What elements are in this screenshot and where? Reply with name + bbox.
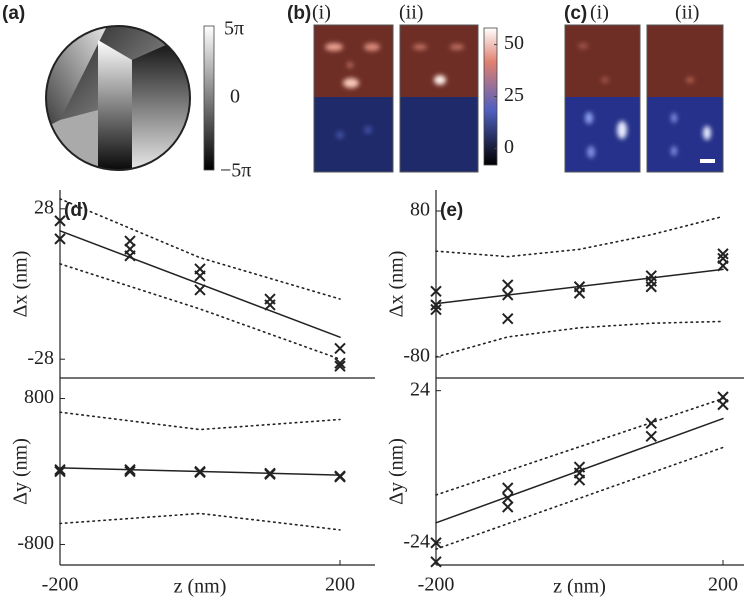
x-tick-label: 200	[708, 574, 738, 596]
panel-label: (c)	[564, 3, 587, 24]
y-axis-label: Δx (nm)	[386, 251, 408, 318]
panel-label: (a)	[2, 3, 25, 24]
cross-marker	[334, 471, 346, 483]
cross-marker	[645, 281, 657, 293]
x-tick-label: -200	[42, 574, 79, 596]
cross-marker	[502, 501, 514, 513]
colorbar-tick-label: 5π	[224, 18, 244, 40]
cross-marker	[334, 360, 346, 372]
cross-marker	[645, 430, 657, 443]
cross-marker	[573, 287, 586, 299]
x-axis-label: z (nm)	[553, 576, 606, 598]
y-tick-label: -80	[403, 345, 430, 367]
y-tick-label: 80	[410, 199, 430, 221]
sub-label: (i)	[590, 2, 609, 24]
camera-images	[313, 24, 724, 173]
cross-marker	[264, 468, 276, 480]
panel-label: (b)	[287, 3, 311, 24]
panel-label: (d)	[64, 200, 88, 221]
sub-label: (i)	[312, 2, 331, 24]
cross-marker	[645, 270, 657, 282]
cross-marker	[194, 284, 206, 296]
confidence-bound	[59, 263, 341, 360]
cross-marker	[334, 357, 346, 369]
cross-marker	[430, 537, 442, 549]
cross-marker	[264, 299, 276, 311]
cross-marker	[502, 482, 514, 494]
confidence-bound	[435, 397, 724, 496]
sub-label: (ii)	[399, 2, 423, 24]
cross-marker	[430, 285, 442, 298]
confidence-bound	[59, 411, 341, 431]
y-axis-label: Δx (nm)	[10, 251, 32, 318]
fit-line	[435, 417, 724, 524]
y-axis-label: Δy (nm)	[386, 438, 408, 505]
cross-marker	[54, 233, 66, 245]
cross-marker	[502, 312, 514, 325]
cross-marker	[573, 474, 586, 486]
x-tick-label: 200	[325, 574, 355, 596]
cross-marker	[54, 215, 66, 227]
panel-label: (e)	[440, 200, 463, 221]
cross-marker	[194, 270, 206, 282]
sub-label: (ii)	[675, 2, 699, 24]
cross-marker	[502, 279, 514, 291]
colorbar-tick-label: 50	[504, 32, 524, 54]
y-tick-label: -24	[403, 530, 430, 552]
cross-marker	[717, 398, 729, 411]
confidence-bound	[435, 320, 724, 358]
fit-line	[435, 268, 724, 305]
confidence-bound	[59, 512, 341, 531]
colorbar-tick-label: 0	[504, 136, 514, 158]
colorbar-tick-label: 25	[504, 84, 524, 106]
y-axis-label: Δy (nm)	[10, 438, 32, 505]
cross-marker	[334, 342, 346, 355]
cross-marker	[430, 303, 442, 316]
confidence-bound	[435, 215, 724, 258]
y-tick-label: -800	[17, 532, 54, 554]
fit-line	[59, 467, 341, 476]
fit-line	[59, 230, 341, 338]
x-tick-label: -200	[418, 574, 455, 596]
cross-marker	[124, 465, 136, 478]
phase-mask	[45, 25, 215, 171]
cross-marker	[430, 556, 442, 568]
y-tick-label: -28	[27, 347, 54, 369]
colorbar-tick-label: −5π	[220, 160, 251, 182]
cross-marker	[54, 463, 66, 476]
y-tick-label: 28	[34, 196, 54, 218]
colorbar-tick-label: 0	[230, 86, 240, 108]
cross-marker	[717, 248, 729, 260]
y-tick-label: 24	[410, 378, 430, 400]
confidence-bound	[59, 198, 341, 300]
y-tick-label: 800	[24, 386, 54, 408]
confidence-bound	[435, 446, 724, 550]
cross-marker	[430, 299, 442, 311]
x-axis-label: z (nm)	[174, 576, 227, 598]
cross-marker	[194, 466, 206, 479]
